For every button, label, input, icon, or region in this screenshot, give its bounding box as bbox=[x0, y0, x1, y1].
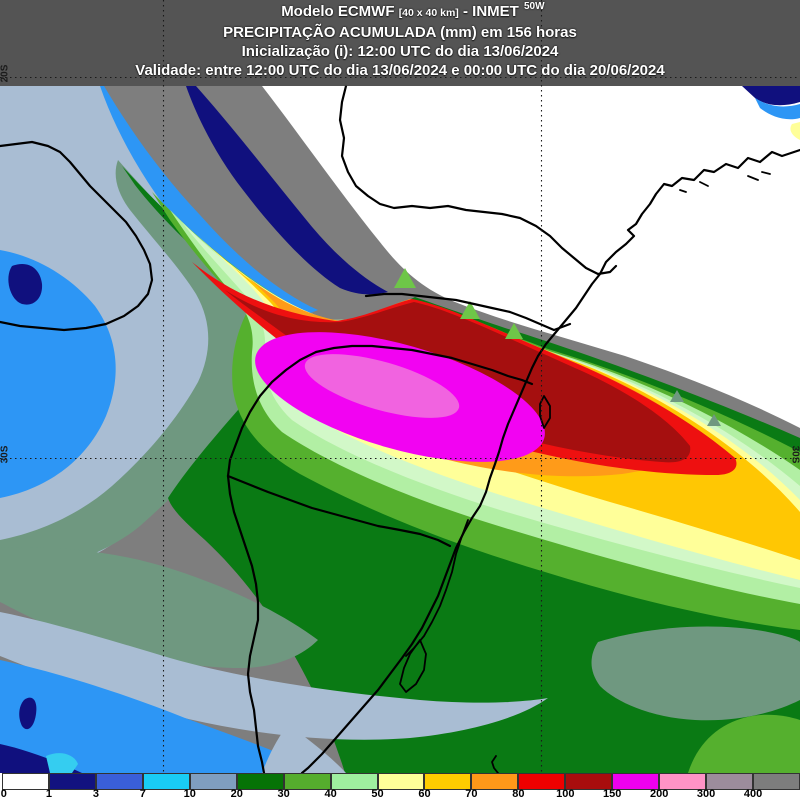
graticule bbox=[0, 0, 800, 773]
colorbar-swatch bbox=[706, 773, 754, 790]
border-uruguai-river bbox=[226, 350, 318, 478]
triangle-marker-icon bbox=[707, 414, 721, 426]
colorbar-tick-label: 20 bbox=[230, 788, 243, 799]
band-navy-west-spot bbox=[8, 264, 43, 305]
border-brazil-uruguay bbox=[226, 474, 452, 548]
band-navy-south-spot bbox=[19, 697, 37, 730]
band-medgreen-se-corner bbox=[688, 714, 800, 773]
colorbar-tick-label: 0 bbox=[0, 788, 7, 799]
colorbar-swatch bbox=[518, 773, 566, 790]
band-blue-topright-sliver bbox=[755, 98, 800, 120]
band-yellow-topright-sliver bbox=[790, 122, 800, 140]
colorbar-tick-label: 400 bbox=[743, 788, 763, 799]
colorbar-tick-label: 7 bbox=[139, 788, 146, 799]
border-uruguay-river bbox=[226, 474, 266, 773]
band-navy-nw bbox=[186, 86, 388, 295]
band-pink-inner-core bbox=[304, 354, 460, 418]
band-white bbox=[262, 86, 800, 428]
band-cyan-southwest bbox=[46, 753, 78, 773]
colorbar-swatch bbox=[753, 773, 800, 790]
colorbar-tick-label: 3 bbox=[92, 788, 99, 799]
triangle-marker-icon bbox=[394, 268, 416, 288]
colorbar-swatch bbox=[565, 773, 613, 790]
band-steel-bottom-strip bbox=[262, 724, 346, 773]
colorbar-tick-label: 10 bbox=[183, 788, 196, 799]
colorbar-tick-label: 200 bbox=[649, 788, 669, 799]
colorbar-swatch bbox=[659, 773, 707, 790]
colorbar-swatch bbox=[2, 773, 49, 790]
colorbar-swatch bbox=[330, 773, 378, 790]
colorbar-swatch bbox=[236, 773, 284, 790]
border-sp-parana bbox=[338, 84, 618, 276]
colorbar-tick-label: 40 bbox=[324, 788, 337, 799]
colorbar-swatch bbox=[142, 773, 190, 790]
colorbar-tick-label: 70 bbox=[465, 788, 478, 799]
border-paraguay-river bbox=[0, 140, 154, 332]
triangle-marker-icon bbox=[670, 390, 684, 402]
border-sc-rs bbox=[314, 344, 534, 386]
island-icon bbox=[679, 171, 771, 193]
colorbar-swatch bbox=[471, 773, 519, 790]
band-steel-west bbox=[0, 86, 318, 584]
triangle-markers bbox=[394, 268, 721, 426]
map-canvas bbox=[0, 0, 800, 773]
colorbar-tick-label: 300 bbox=[696, 788, 716, 799]
colorbar-tick-label: 50 bbox=[371, 788, 384, 799]
coastline-borders bbox=[0, 84, 800, 773]
lat-label-20s: 20S bbox=[0, 64, 11, 83]
colorbar-swatch bbox=[48, 773, 96, 790]
lagoon-mirim-outline bbox=[399, 639, 427, 693]
band-blue-west-bulge bbox=[0, 250, 116, 498]
colorbar-swatch bbox=[377, 773, 425, 790]
colorbar-tick-label: 60 bbox=[418, 788, 431, 799]
colorbar-swatch bbox=[424, 773, 472, 790]
band-sage-se-blob bbox=[591, 626, 800, 721]
band-blue-southwest bbox=[0, 660, 322, 773]
lon-label-50w: 50W bbox=[524, 1, 545, 12]
colorbar-tick-label: 80 bbox=[512, 788, 525, 799]
precipitation-colorbar-legend: 0 1 3 7 10 20 30 40 50 60 70 80 100 150 200 300 400 bbox=[0, 773, 800, 799]
colorbar-tick-label: 100 bbox=[556, 788, 575, 799]
island-florianopolis bbox=[539, 395, 551, 429]
header-band-overlay bbox=[0, 0, 800, 86]
band-steel-south-wedge bbox=[0, 612, 548, 740]
colorbar-tick-label: 30 bbox=[277, 788, 290, 799]
border-parana-sc bbox=[364, 292, 572, 332]
colorbar-swatch bbox=[283, 773, 331, 790]
lat-label-30s-left: 30S bbox=[0, 445, 11, 464]
triangle-marker-icon bbox=[505, 323, 523, 339]
band-sage-south bbox=[0, 547, 318, 668]
lat-label-30s-right: 30S bbox=[789, 445, 800, 464]
colorbar-swatch bbox=[95, 773, 143, 790]
band-navy-topright-wedge bbox=[742, 86, 800, 106]
colorbar-swatch bbox=[612, 773, 660, 790]
triangle-marker-icon bbox=[460, 301, 480, 319]
colorbar-swatch bbox=[189, 773, 237, 790]
precipitation-map bbox=[0, 0, 800, 773]
colorbar-tick-label: 1 bbox=[45, 788, 52, 799]
coastline bbox=[300, 148, 800, 773]
coast-squiggle-bottom bbox=[491, 755, 499, 773]
colorbar-tick-label: 150 bbox=[603, 788, 622, 799]
